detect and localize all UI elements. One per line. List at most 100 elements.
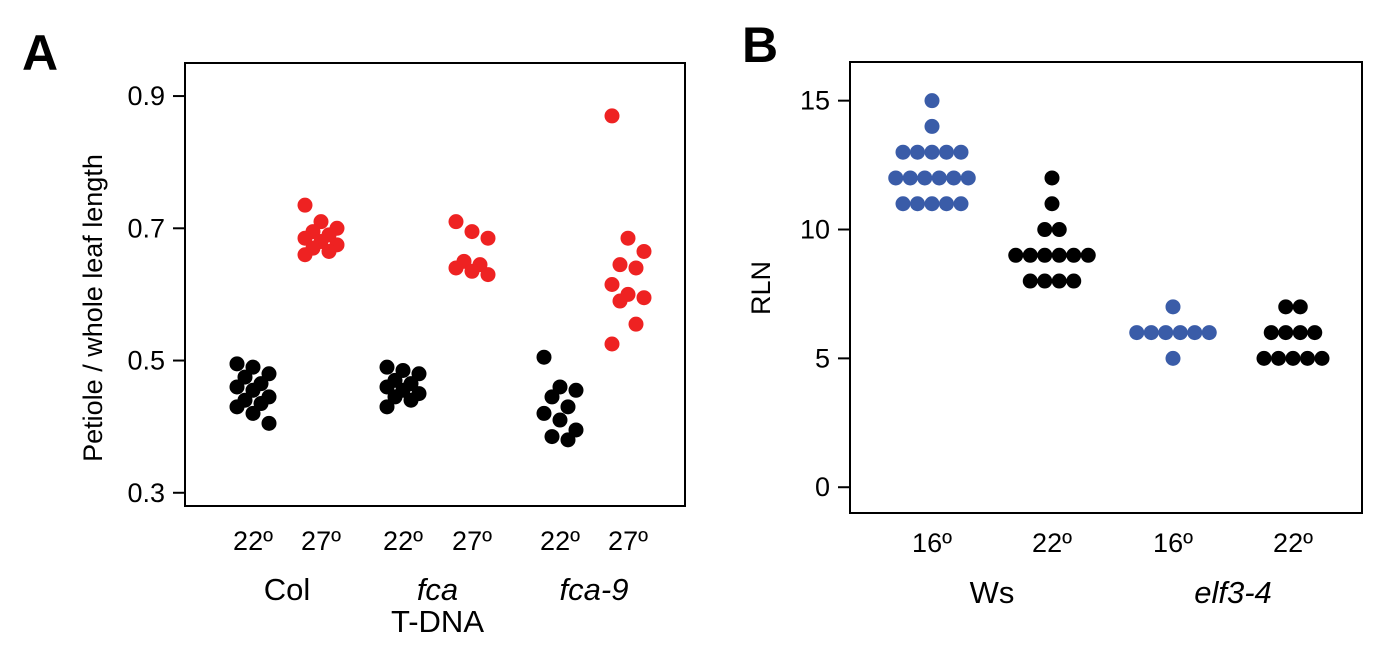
data-point xyxy=(895,144,911,160)
y-tick-label: 0 xyxy=(815,472,830,502)
data-point xyxy=(628,260,644,276)
data-point xyxy=(939,196,954,212)
category-label: 27º xyxy=(301,526,341,556)
data-point xyxy=(620,230,636,246)
panel-a-points xyxy=(229,108,652,448)
data-point xyxy=(321,243,337,259)
y-tick-label: 10 xyxy=(800,215,830,245)
category-label: 22º xyxy=(1032,528,1072,558)
data-point xyxy=(910,144,925,160)
data-point xyxy=(1172,325,1188,341)
panel-a-ylabel: Petiole / whole leaf length xyxy=(78,154,108,462)
data-point xyxy=(924,93,940,109)
data-point xyxy=(895,196,911,212)
data-point xyxy=(536,405,552,421)
data-point xyxy=(1278,299,1294,315)
panel-a-letter: A xyxy=(22,25,58,81)
data-point xyxy=(536,349,552,365)
data-point xyxy=(1300,350,1315,366)
panel-b-letter: B xyxy=(742,17,778,73)
data-point xyxy=(544,389,560,405)
data-point xyxy=(448,260,464,276)
data-point xyxy=(931,170,947,186)
category-label: 22º xyxy=(1273,528,1313,558)
group-label: Col xyxy=(264,572,311,607)
data-point xyxy=(953,196,969,212)
data-point xyxy=(560,432,576,448)
panel-b-ylabel: RLN xyxy=(746,261,776,315)
data-point xyxy=(560,399,576,415)
data-point xyxy=(1292,299,1308,315)
category-label: 16º xyxy=(912,528,952,558)
data-point xyxy=(403,392,419,408)
data-point xyxy=(1165,350,1181,366)
data-point xyxy=(612,293,628,309)
category-label: 22º xyxy=(233,526,273,556)
data-point xyxy=(902,170,918,186)
panel-b-plot-frame xyxy=(849,61,1363,514)
data-point xyxy=(1285,350,1301,366)
group-label: fca-9 xyxy=(560,572,629,607)
data-point xyxy=(1008,247,1024,263)
y-tick-label: 0.9 xyxy=(127,81,165,111)
y-tick-label: 15 xyxy=(800,86,830,116)
data-point xyxy=(552,412,568,428)
data-point xyxy=(1256,350,1272,366)
group-label: elf3-4 xyxy=(1194,575,1272,610)
data-point xyxy=(1080,247,1096,263)
data-point xyxy=(1263,325,1279,341)
data-point xyxy=(1066,273,1082,289)
y-tick-label: 0.5 xyxy=(127,346,165,376)
category-label: 27º xyxy=(452,526,492,556)
data-point xyxy=(1051,222,1067,238)
data-point xyxy=(1037,273,1053,289)
data-point xyxy=(1187,325,1203,341)
data-point xyxy=(604,336,620,352)
data-point xyxy=(1158,325,1174,341)
data-point xyxy=(1051,247,1067,263)
data-point xyxy=(480,230,496,246)
data-point xyxy=(245,405,261,421)
data-point xyxy=(1037,247,1053,263)
data-point xyxy=(1314,350,1330,366)
data-point xyxy=(379,359,395,375)
panel-a-category-labels: 22º 27º 22º 27º 22º 27º xyxy=(233,526,648,556)
panel-a-plot-frame xyxy=(184,62,686,507)
panel-b-points xyxy=(888,93,1330,366)
data-point xyxy=(544,429,560,445)
panel-b-y-axis: 0 5 10 15 xyxy=(800,86,850,502)
data-point xyxy=(1271,350,1286,366)
data-point xyxy=(1044,170,1060,186)
data-point xyxy=(1066,247,1082,263)
data-point xyxy=(464,224,480,240)
data-point xyxy=(448,214,464,230)
data-point xyxy=(1044,196,1060,212)
data-point xyxy=(568,382,584,398)
data-point xyxy=(480,267,496,283)
group-label: T-DNA xyxy=(391,604,484,639)
data-point xyxy=(939,144,954,160)
data-point xyxy=(297,197,313,213)
data-point xyxy=(229,399,245,415)
category-label: 22º xyxy=(383,526,423,556)
data-point xyxy=(924,196,940,212)
data-point xyxy=(604,108,620,124)
data-point xyxy=(1292,325,1308,341)
data-point xyxy=(1307,325,1323,341)
data-point xyxy=(379,399,395,415)
data-point xyxy=(604,277,620,292)
data-point xyxy=(1165,299,1181,315)
data-point xyxy=(261,415,277,431)
group-label: Ws xyxy=(970,575,1015,610)
category-label: 27º xyxy=(608,526,648,556)
data-point xyxy=(946,170,962,186)
y-tick-label: 0.7 xyxy=(127,213,165,243)
data-point xyxy=(1022,273,1038,289)
data-point xyxy=(917,170,933,186)
panel-a: A Petiole / whole leaf length 0.30.50.70… xyxy=(22,25,686,639)
data-point xyxy=(924,118,940,134)
panel-b-group-labels: Ws elf3-4 xyxy=(970,575,1272,610)
panel-b-category-labels: 16º 22º 16º 22º xyxy=(912,528,1313,558)
